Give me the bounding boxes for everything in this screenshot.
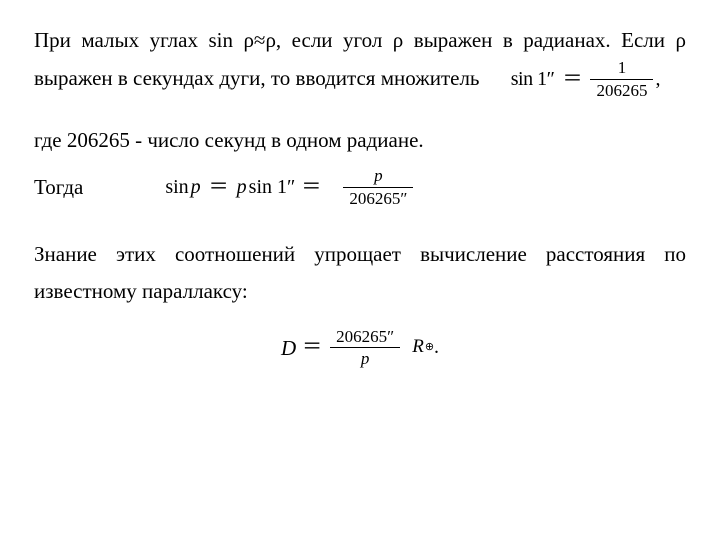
- f1-eq: ＝: [558, 62, 586, 96]
- f3-R: R: [412, 331, 424, 364]
- fraction-bar: [330, 347, 400, 348]
- f3-num: 206265″: [330, 327, 400, 347]
- formula-D: D ＝ 206265″ p R ⊕ .: [281, 327, 439, 369]
- paragraph-4: Знание этих соотношений упрощает вычисле…: [34, 236, 686, 308]
- document-page: При малых углах sin ρ≈ρ, если угол ρ выр…: [0, 0, 720, 540]
- earth-symbol: ⊕: [425, 338, 434, 357]
- f2-lhs-var: p: [191, 170, 201, 204]
- f1-lhs: sin 1″: [511, 62, 555, 96]
- f2-eq2: ＝: [297, 170, 325, 204]
- f2-num: p: [368, 166, 389, 186]
- f1-den: 206265: [590, 81, 653, 101]
- f2-frac: p 206265″: [343, 166, 413, 208]
- paragraph-3-row: Тогда sin p ＝ p sin 1″ ＝ p 206265″: [34, 166, 686, 208]
- formula-sinp: sin p ＝ p sin 1″ ＝ p 206265″: [163, 166, 415, 208]
- paragraph-1: При малых углах sin ρ≈ρ, если угол ρ выр…: [34, 22, 686, 100]
- f3-eq: ＝: [298, 330, 326, 364]
- f3-den: p: [355, 349, 376, 369]
- f2-den: 206265″: [343, 189, 413, 209]
- f3-lhs: D: [281, 330, 296, 366]
- fraction-bar: [590, 79, 653, 80]
- f2-mid-var: p: [237, 170, 247, 204]
- formula-D-block: D ＝ 206265″ p R ⊕ .: [34, 327, 686, 369]
- paragraph-3-lead: Тогда: [34, 169, 83, 205]
- paragraph-4-text: Знание этих соотношений упрощает вычисле…: [34, 242, 686, 302]
- f1-num: 1: [612, 58, 633, 78]
- paragraph-2-text: где 206265 - число секунд в одном радиан…: [34, 128, 424, 152]
- f3-dot: .: [434, 330, 439, 364]
- paragraph-2: где 206265 - число секунд в одном радиан…: [34, 122, 686, 158]
- f2-eq1: ＝: [205, 170, 233, 204]
- spacer: [34, 216, 686, 236]
- spacer: [34, 108, 686, 122]
- f3-frac: 206265″ p: [330, 327, 400, 369]
- formula-sin1sec: sin 1″ ＝ 1 206265 ,: [509, 58, 661, 100]
- fraction-bar: [343, 187, 413, 188]
- f1-frac: 1 206265: [590, 58, 653, 100]
- f2-mid-b: sin 1″: [249, 170, 296, 204]
- f2-lhs-a: sin: [165, 170, 188, 204]
- f1-trail: ,: [655, 62, 660, 96]
